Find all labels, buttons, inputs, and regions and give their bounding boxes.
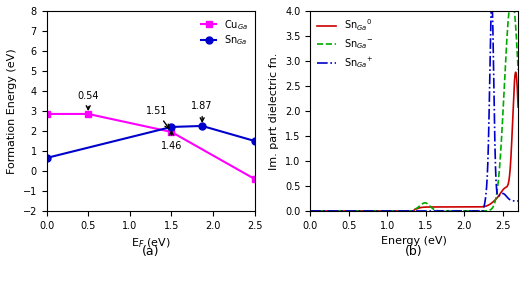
Cu$_{Ga}$ <box>168 130 174 134</box>
Text: 0.54: 0.54 <box>78 91 99 110</box>
X-axis label: Energy (eV): Energy (eV) <box>381 236 447 246</box>
Line: Cu$_{Ga}$: Cu$_{Ga}$ <box>43 110 258 183</box>
Sn$_{Ga}$ <box>199 124 205 128</box>
Cu$_{Ga}$ <box>251 177 258 181</box>
Y-axis label: Formation Energy (eV): Formation Energy (eV) <box>7 48 17 174</box>
Text: 1.46: 1.46 <box>161 131 182 151</box>
Text: (a): (a) <box>142 245 160 258</box>
Cu$_{Ga}$ <box>85 112 91 116</box>
Sn$_{Ga}$ <box>44 156 50 160</box>
Text: 1.87: 1.87 <box>192 101 213 122</box>
Legend: Sn$_{Ga}$$^{0}$, Sn$_{Ga}$$^{-}$, Sn$_{Ga}$$^{+}$: Sn$_{Ga}$$^{0}$, Sn$_{Ga}$$^{-}$, Sn$_{G… <box>315 16 375 72</box>
Cu$_{Ga}$ <box>44 112 50 116</box>
Y-axis label: Im. part dielectric fn.: Im. part dielectric fn. <box>269 52 279 170</box>
Sn$_{Ga}$ <box>251 139 258 143</box>
Text: (b): (b) <box>405 245 423 258</box>
Line: Sn$_{Ga}$: Sn$_{Ga}$ <box>43 123 258 161</box>
Sn$_{Ga}$ <box>168 125 174 129</box>
Text: 1.51: 1.51 <box>145 106 169 128</box>
X-axis label: E$_F$ (eV): E$_F$ (eV) <box>131 236 171 250</box>
Legend: Cu$_{Ga}$, Sn$_{Ga}$: Cu$_{Ga}$, Sn$_{Ga}$ <box>200 16 250 49</box>
